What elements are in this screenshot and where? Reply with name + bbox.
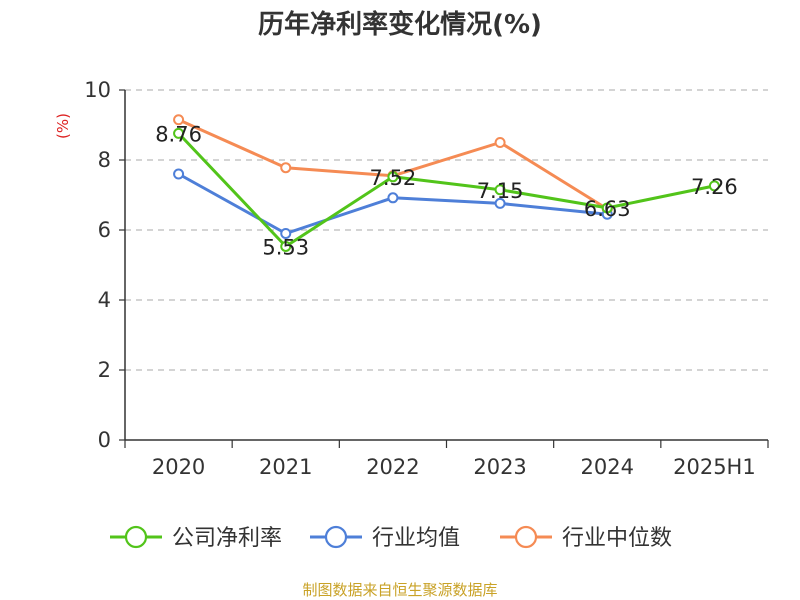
series-point bbox=[387, 192, 399, 204]
data-label: 7.26 bbox=[691, 175, 738, 199]
x-tick-label: 2020 bbox=[152, 455, 205, 479]
series-point bbox=[280, 240, 292, 252]
legend: 公司净利率 行业均值 行业中位数 bbox=[110, 525, 672, 551]
x-tick-label: 2024 bbox=[581, 455, 634, 479]
legend-label: 行业均值 bbox=[372, 526, 460, 551]
series-point bbox=[387, 171, 399, 183]
legend-label: 行业中位数 bbox=[562, 526, 672, 551]
legend-marker bbox=[124, 525, 148, 549]
legend-marker bbox=[514, 525, 538, 549]
series-point bbox=[494, 184, 506, 196]
data-label: 7.52 bbox=[370, 166, 417, 190]
series-point bbox=[494, 197, 506, 209]
data-labels: 8.76 5.53 7.52 7.15 6.63 7.26 bbox=[155, 122, 738, 259]
legend-item: 行业中位数 bbox=[500, 525, 672, 551]
y-tick-label: 8 bbox=[98, 148, 111, 172]
y-tick-label: 6 bbox=[98, 218, 111, 242]
data-label: 5.53 bbox=[262, 235, 309, 259]
legend-item: 公司净利率 bbox=[110, 525, 282, 551]
series-layer bbox=[173, 114, 720, 252]
chart-title: 历年净利率变化情况(%) bbox=[258, 9, 542, 40]
series-point bbox=[173, 114, 185, 126]
x-tick-label: 2023 bbox=[473, 455, 526, 479]
x-tick-label: 2022 bbox=[366, 455, 419, 479]
gridlines bbox=[125, 89, 768, 371]
y-tick-label: 0 bbox=[98, 428, 111, 452]
series-point bbox=[173, 127, 185, 139]
y-tick-label: 2 bbox=[98, 358, 111, 382]
series-point bbox=[280, 228, 292, 239]
series-point bbox=[601, 202, 613, 214]
series-line bbox=[177, 132, 715, 248]
series-point bbox=[173, 168, 185, 180]
y-tick-label: 10 bbox=[84, 78, 111, 102]
y-axis-unit-label: (%) bbox=[54, 113, 72, 139]
x-tick-label: 2025H1 bbox=[673, 455, 756, 479]
x-tick-label: 2021 bbox=[259, 455, 312, 479]
data-label: 8.76 bbox=[155, 122, 202, 146]
legend-label: 公司净利率 bbox=[172, 526, 282, 551]
y-tick-label: 4 bbox=[98, 288, 111, 312]
series-point bbox=[280, 162, 292, 174]
legend-item: 行业均值 bbox=[310, 525, 460, 551]
series-point bbox=[494, 137, 506, 148]
axes: 0 2 4 6 8 10 2020 2021 2022 2023 2024 2025H1 bbox=[84, 78, 769, 479]
source-note: 制图数据来自恒生聚源数据库 bbox=[302, 581, 497, 599]
legend-marker bbox=[324, 525, 348, 549]
data-label: 6.63 bbox=[584, 197, 631, 221]
series-point bbox=[708, 180, 720, 192]
data-label: 7.15 bbox=[477, 179, 524, 203]
